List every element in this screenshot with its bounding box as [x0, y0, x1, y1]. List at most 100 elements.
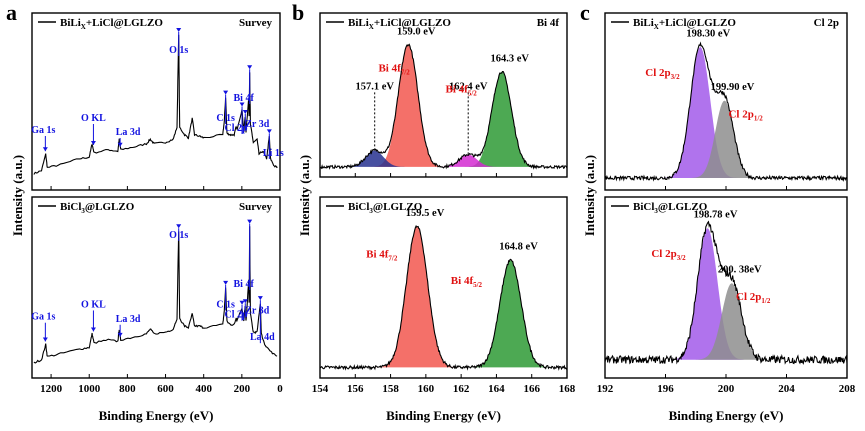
panel-c: c 192 196 200 204 208 Binding Energy (eV) Inten… [580, 0, 856, 423]
annotation-arrowhead [223, 280, 229, 285]
peak-annotation: Zr 3d [245, 306, 269, 317]
x-tick-label: 204 [778, 383, 795, 395]
survey-spectrum [33, 226, 278, 364]
x-tick-label: 208 [839, 383, 856, 395]
x-tick-label: 200 [234, 383, 251, 395]
annotation-arrowhead [90, 141, 96, 145]
x-tick-label: 192 [597, 383, 614, 395]
peak-annotation: La 3d [116, 314, 141, 325]
x-tick-label: 1000 [78, 383, 101, 395]
fit-component [320, 44, 567, 167]
x-tick-label: 166 [523, 383, 540, 395]
annotation-arrowhead [242, 109, 248, 114]
subplot-tag: Survey [239, 201, 273, 213]
peak-annotation: Ga 1s [31, 312, 55, 323]
x-tick-label: 600 [157, 383, 174, 395]
sample-legend: BiLiX+LiCl@LGLZO [348, 17, 451, 31]
panel-a: a 1200 1000 800 600 400 200 0 Binding Energy (eV… [6, 0, 284, 423]
peak-value-label: 198.78 eV [694, 210, 738, 221]
top-subplot-frame [319, 12, 568, 178]
peak-value-label: 159.5 eV [406, 208, 445, 219]
peak-annotation: Zr 3d [245, 119, 269, 130]
annotation-arrowhead [242, 299, 248, 304]
annotation-arrowhead [223, 90, 229, 95]
top-subplot-frame [31, 12, 281, 191]
peak-value-label: 198.30 eV [686, 28, 730, 39]
sample-legend: BiCl3@LGLZO [633, 201, 708, 215]
panel-letter-c: c [580, 0, 590, 25]
x-tick-label: 164 [488, 383, 505, 395]
bottom-subplot-frame [31, 196, 281, 379]
x-axis-label: Binding Energy (eV) [669, 408, 784, 423]
fit-component [605, 283, 847, 360]
bottom-subplot-frame [319, 196, 568, 379]
x-tick-label: 160 [418, 383, 435, 395]
y-axis-label: Intensity (a.u.) [297, 155, 312, 236]
x-tick-label: 400 [195, 383, 212, 395]
annotation-arrowhead [42, 337, 48, 342]
subplot-tag: Cl 2p [814, 17, 839, 29]
sample-legend: BiCl3@LGLZO [60, 201, 135, 215]
fit-component [320, 71, 567, 167]
component-label: Cl 2p3/2 [651, 248, 686, 262]
peak-annotation: Cl 2p [225, 123, 249, 134]
peak-annotation: O KL [81, 113, 106, 124]
measured-spectrum [319, 43, 568, 170]
x-tick-label: 1200 [40, 383, 63, 395]
peak-annotation: Li 1s [263, 148, 284, 159]
annotation-arrowhead [239, 300, 245, 305]
fit-component [605, 100, 847, 178]
x-axis-label: Binding Energy (eV) [99, 408, 214, 423]
peak-annotation: Cl 2p [225, 310, 249, 321]
peak-value-label: 164.3 eV [490, 54, 529, 65]
peak-value-label: 157.1 eV [355, 81, 394, 92]
measured-spectrum [604, 41, 848, 183]
x-tick-label: 158 [382, 383, 399, 395]
peak-value-label: 162.4 eV [449, 81, 488, 92]
y-axis-label: Intensity (a.u.) [10, 155, 25, 236]
peak-value-label: 164.8 eV [499, 242, 538, 253]
x-tick-label: 168 [559, 383, 576, 395]
x-tick-label: 154 [312, 383, 329, 395]
survey-spectrum [33, 34, 278, 175]
annotation-arrowhead [239, 102, 245, 107]
peak-annotation: Bi 4f [234, 93, 255, 104]
peak-annotation: La 3d [116, 127, 141, 138]
panel-b: b 154 156 158 160 162 164 166 168 Binding Energy … [292, 0, 576, 423]
annotation-arrowhead [176, 224, 182, 229]
subplot-tag: Bi 4f [537, 17, 560, 29]
annotation-arrowhead [117, 332, 123, 337]
component-label: Bi 4f7/2 [366, 249, 398, 263]
peak-annotation: Ga 1s [31, 125, 55, 136]
peak-annotation: O KL [81, 299, 106, 310]
annotation-arrowhead [176, 28, 182, 32]
component-label: Bi 4f5/2 [451, 275, 483, 289]
x-tick-label: 200 [718, 383, 735, 395]
measured-spectrum [319, 224, 568, 371]
component-label: Bi 4f7/2 [378, 62, 410, 76]
measured-spectrum [604, 220, 848, 365]
peak-value-label: 200. 38eV [718, 265, 762, 276]
y-axis-label: Intensity (a.u.) [582, 155, 597, 236]
x-tick-label: 800 [119, 383, 136, 395]
annotation-arrowhead [90, 327, 96, 332]
annotation-arrowhead [117, 142, 123, 147]
x-tick-label: 156 [347, 383, 364, 395]
peak-annotation: Bi 4f [234, 279, 255, 290]
component-label: Cl 2p1/2 [728, 109, 763, 123]
x-axis-label: Binding Energy (eV) [386, 408, 501, 423]
peak-value-label: 159.0 eV [397, 26, 436, 37]
subplot-tag: Survey [239, 17, 273, 29]
component-label: Bi 4f5/2 [446, 84, 478, 98]
annotation-arrowhead [257, 296, 263, 301]
sample-legend: BiLiX+LiCl@LGLZO [60, 17, 163, 31]
panel-letter-a: a [6, 0, 17, 25]
annotation-arrowhead [266, 129, 272, 134]
fit-component [320, 150, 567, 167]
component-label: Cl 2p3/2 [645, 67, 680, 81]
annotation-arrowhead [247, 65, 253, 70]
peak-annotation: La 4d [250, 332, 275, 343]
annotation-arrowhead [42, 147, 48, 152]
x-tick-label: 162 [453, 383, 470, 395]
